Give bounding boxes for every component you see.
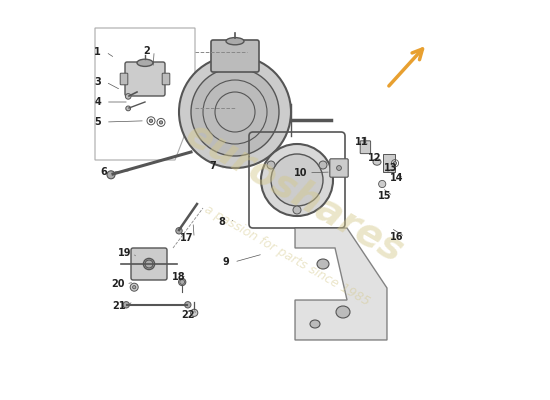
Polygon shape <box>295 228 387 340</box>
Circle shape <box>160 121 163 124</box>
Circle shape <box>191 309 198 316</box>
FancyBboxPatch shape <box>360 141 371 154</box>
Text: 1: 1 <box>95 47 101 57</box>
Ellipse shape <box>310 320 320 328</box>
Text: 13: 13 <box>383 163 397 173</box>
Circle shape <box>123 302 129 308</box>
Circle shape <box>145 260 153 268</box>
Circle shape <box>393 162 397 165</box>
Ellipse shape <box>317 259 329 269</box>
Circle shape <box>180 280 185 284</box>
Text: 12: 12 <box>367 153 381 163</box>
Ellipse shape <box>191 68 279 156</box>
Text: 16: 16 <box>390 232 404 242</box>
Text: 6: 6 <box>101 167 108 177</box>
Circle shape <box>133 286 136 289</box>
Circle shape <box>125 94 131 99</box>
Ellipse shape <box>179 278 186 286</box>
Text: 14: 14 <box>389 173 403 183</box>
Circle shape <box>130 283 138 291</box>
Text: 21: 21 <box>112 301 126 311</box>
FancyBboxPatch shape <box>330 159 348 177</box>
Text: a passion for parts since 1985: a passion for parts since 1985 <box>202 203 372 309</box>
Text: 22: 22 <box>181 310 195 320</box>
Polygon shape <box>383 154 395 172</box>
FancyBboxPatch shape <box>125 62 165 96</box>
Text: 20: 20 <box>112 279 125 289</box>
Ellipse shape <box>179 56 291 168</box>
Circle shape <box>150 119 152 122</box>
FancyBboxPatch shape <box>211 40 259 72</box>
Text: 5: 5 <box>95 117 101 127</box>
Text: 11: 11 <box>355 137 368 147</box>
FancyBboxPatch shape <box>131 248 167 280</box>
Text: 3: 3 <box>95 77 101 87</box>
Circle shape <box>378 180 386 188</box>
Text: 17: 17 <box>179 233 193 243</box>
Circle shape <box>107 171 115 179</box>
Text: 2: 2 <box>143 46 150 56</box>
Text: 10: 10 <box>294 168 308 178</box>
Circle shape <box>267 161 275 169</box>
FancyBboxPatch shape <box>120 73 128 85</box>
Circle shape <box>176 228 182 234</box>
Ellipse shape <box>144 258 155 270</box>
Ellipse shape <box>137 59 153 66</box>
Ellipse shape <box>336 306 350 318</box>
Text: 9: 9 <box>223 257 229 267</box>
Ellipse shape <box>373 159 381 165</box>
Circle shape <box>185 302 191 308</box>
Circle shape <box>126 106 130 111</box>
Text: 18: 18 <box>172 272 186 282</box>
Text: 8: 8 <box>218 217 226 227</box>
Ellipse shape <box>226 38 244 45</box>
Ellipse shape <box>261 144 333 216</box>
Text: 4: 4 <box>95 97 101 107</box>
Circle shape <box>337 166 342 170</box>
Text: 7: 7 <box>210 161 216 171</box>
Text: 15: 15 <box>378 191 392 201</box>
FancyBboxPatch shape <box>162 73 170 85</box>
Circle shape <box>319 161 327 169</box>
Circle shape <box>293 206 301 214</box>
Ellipse shape <box>271 154 323 206</box>
Text: euroshares: euroshares <box>179 114 411 270</box>
Text: 19: 19 <box>118 248 132 258</box>
